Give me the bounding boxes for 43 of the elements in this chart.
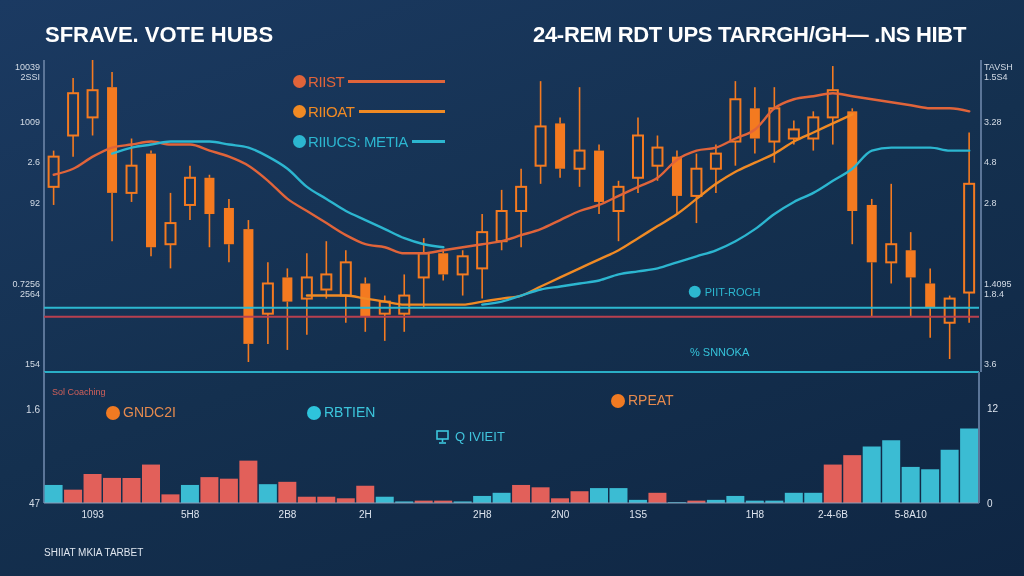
legend-label: PIIT-ROCH <box>704 285 761 298</box>
x-tick-label: 2H8 <box>473 509 492 521</box>
x-tick-label: 2H <box>359 509 372 521</box>
annotation: GNDC2I <box>123 404 176 421</box>
x-tick-label: 1093 <box>81 509 105 521</box>
text: 92 <box>29 198 40 209</box>
x-tick-label: 2N0 <box>551 509 570 521</box>
legend-label: RIIOAT <box>308 102 355 120</box>
text: 154 <box>24 359 40 370</box>
annotation: RBTIEN <box>324 404 376 421</box>
x-tick-label: 2-4-6B <box>817 509 849 521</box>
text: SHIIAT MKIA TARBET <box>44 546 144 558</box>
x-tick-label: 5H8 <box>180 509 200 521</box>
text: 3.6 <box>984 359 997 370</box>
x-tick-label: 1H8 <box>745 509 765 521</box>
text: 2SSI <box>20 72 40 83</box>
text: 1.8.4 <box>984 289 1005 300</box>
chart-subtitle: 24-REM RDT UPS TARRGH/GH— .NS HIBT <box>533 22 967 48</box>
text: 2.8 <box>984 198 997 209</box>
y-tick-label: 0 <box>987 497 993 509</box>
text: 4.8 <box>984 157 997 168</box>
annotation: RPEAT <box>628 392 674 409</box>
legend-label: RIIUCS: METIA <box>308 132 408 150</box>
chart-title: SFRAVE. VOTE HUBS <box>45 22 274 48</box>
text: 3.28 <box>984 117 1002 128</box>
annotation: Sol Coaching <box>52 387 106 398</box>
text: 1009 <box>19 117 40 128</box>
text: 2.6 <box>27 157 40 168</box>
annotation: Q IVIEIT <box>455 428 505 445</box>
text: 2564 <box>19 289 40 300</box>
x-tick-label: 5-8A10 <box>894 509 928 521</box>
annotation: % SNNOKA <box>690 345 750 359</box>
text: TAVSH <box>984 62 1013 73</box>
y-tick-label: 12 <box>987 403 999 415</box>
text: 47 <box>28 497 40 509</box>
text: 0.7256 <box>12 279 40 290</box>
x-tick-label: 1S5 <box>629 509 648 521</box>
text: 1.6 <box>26 403 40 415</box>
text: 10039 <box>14 62 40 73</box>
x-tick-label: 2B8 <box>278 509 297 521</box>
text: 1.4095 <box>984 279 1012 290</box>
legend-label: RIIST <box>308 72 345 90</box>
text: 1.5S4 <box>984 72 1008 83</box>
